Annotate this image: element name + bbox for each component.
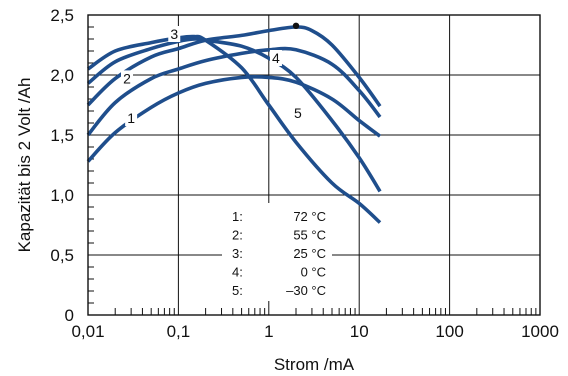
x-tick-label: 10 <box>350 322 369 341</box>
series-2-line <box>86 46 382 137</box>
x-tick-label: 0,01 <box>71 322 104 341</box>
y-tick-label: 0,5 <box>50 246 74 265</box>
legend-value: 55 °C <box>293 228 326 243</box>
legend-key: 5: <box>232 283 243 298</box>
curve-label-bg <box>120 70 133 87</box>
curve-label-5: 5 <box>294 105 302 121</box>
curve-label-bg <box>168 26 181 42</box>
series-1-line <box>86 74 382 163</box>
tick-labels: 0,01 0,1 1 10 100 1000 0 0,5 1,0 1,5 2,0 2,5 <box>50 6 559 341</box>
series-5-line <box>86 34 382 224</box>
curve-label-bg <box>269 50 282 66</box>
x-axis-title: Strom /mA <box>274 355 355 374</box>
curve-labels: 1 2 3 4 5 <box>120 26 304 126</box>
series-3-line <box>86 25 382 108</box>
legend-key: 3: <box>232 246 243 261</box>
legend-key: 2: <box>232 228 243 243</box>
curve-label-4: 4 <box>272 50 280 66</box>
curve-label-3: 3 <box>170 26 178 42</box>
plot-frame <box>87 14 541 316</box>
legend-key: 4: <box>232 265 243 280</box>
y-tick-label: 0 <box>65 306 74 325</box>
legend-value: –30 °C <box>286 283 326 298</box>
minor-ticks <box>88 26 537 315</box>
series-4-line <box>86 37 382 193</box>
series-group <box>86 22 382 224</box>
legend: 1: 72 °C 2: 55 °C 3: 25 °C 4: 0 °C 5: –30 °C <box>222 203 332 301</box>
curve-label-bg <box>291 105 304 122</box>
legend-value: 25 °C <box>293 246 326 261</box>
x-tick-label: 1 <box>264 322 273 341</box>
legend-value: 72 °C <box>293 209 326 224</box>
curve-label-bg <box>125 110 138 126</box>
y-tick-label: 2,5 <box>50 6 74 25</box>
y-tick-label: 1,5 <box>50 126 74 145</box>
y-axis-title: Kapazität bis 2 Volt /Ah <box>15 78 34 253</box>
legend-key: 1: <box>232 209 243 224</box>
x-tick-label: 1000 <box>521 322 559 341</box>
y-tick-label: 1,0 <box>50 186 74 205</box>
y-tick-label: 2,0 <box>50 66 74 85</box>
x-tick-label: 0,1 <box>167 322 191 341</box>
x-tick-label: 100 <box>435 322 463 341</box>
legend-value: 0 °C <box>301 265 326 280</box>
curve-label-2: 2 <box>123 70 131 86</box>
curve-label-1: 1 <box>127 110 135 126</box>
legend-box <box>222 203 332 301</box>
curve-3-marker <box>292 22 300 29</box>
